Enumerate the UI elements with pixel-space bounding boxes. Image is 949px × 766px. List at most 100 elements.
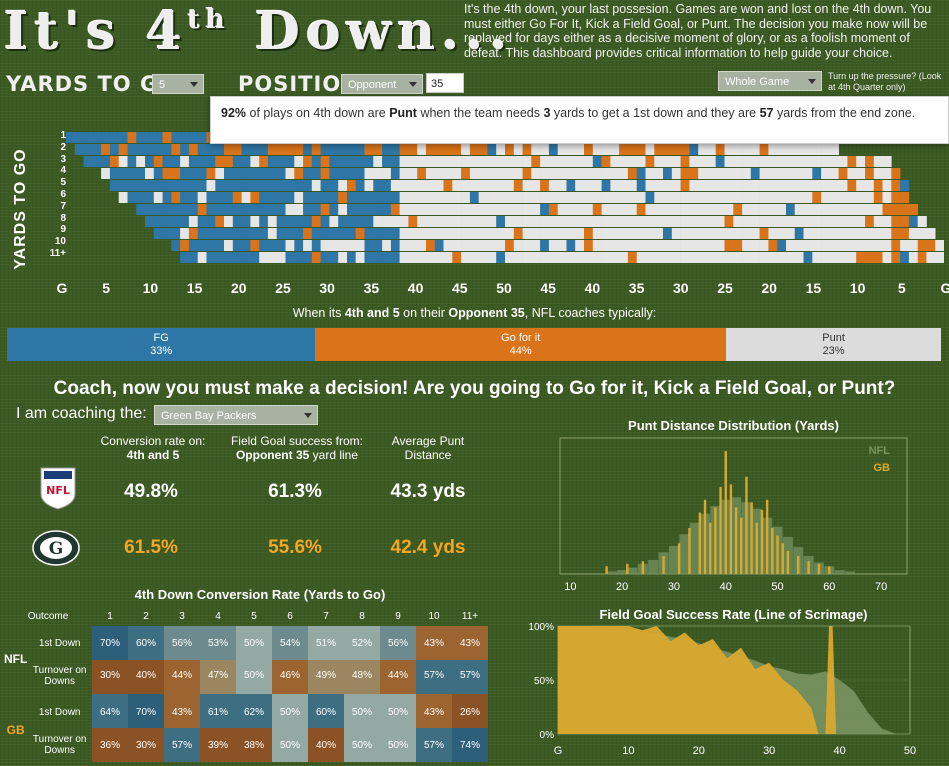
table-cell[interactable]: 56% <box>380 626 416 660</box>
heatmap-cell <box>224 168 234 179</box>
heatmap-cell <box>742 252 752 263</box>
team-select[interactable]: Green Bay Packers <box>154 405 318 425</box>
heatmap-cell <box>461 168 471 179</box>
heatmap-cell <box>215 168 225 179</box>
gb-bar <box>605 566 608 574</box>
table-cell[interactable]: 74% <box>452 728 488 762</box>
table-cell[interactable]: 26% <box>452 694 488 728</box>
table-cell[interactable]: 50% <box>236 660 272 694</box>
table-cell[interactable]: 57% <box>452 660 488 694</box>
table-cell[interactable]: 50% <box>380 728 416 762</box>
heatmap-cell <box>645 252 655 263</box>
decision-bar[interactable]: FG 33% Go for it 44% Punt 23% <box>7 328 941 361</box>
table-cell[interactable]: 43% <box>416 626 452 660</box>
heatmap-cell <box>303 204 313 215</box>
table-cell[interactable]: 56% <box>164 626 200 660</box>
table-cell[interactable]: 52% <box>344 626 380 660</box>
table-cell[interactable]: 61% <box>200 694 236 728</box>
heatmap-cell <box>671 168 681 179</box>
heatmap-cell <box>724 240 734 251</box>
heatmap-cell <box>768 204 778 215</box>
heatmap-cell <box>856 192 866 203</box>
punt-distance-chart[interactable]: 10 20 30 40 50 60 70 NFL GB <box>556 436 911 596</box>
table-cell[interactable]: 30% <box>92 660 128 694</box>
heatmap-cell <box>689 180 699 191</box>
table-cell[interactable]: 43% <box>452 626 488 660</box>
table-cell[interactable]: 64% <box>92 694 128 728</box>
table-header-cell: 4 <box>215 610 221 622</box>
table-cell[interactable]: 40% <box>128 660 164 694</box>
heatmap-cell <box>610 192 620 203</box>
heatmap-cell <box>768 156 778 167</box>
heatmap-cell <box>689 144 699 155</box>
yards-to-go-select[interactable]: 5 <box>152 74 204 94</box>
table-cell[interactable]: 51% <box>308 626 344 660</box>
heatmap-cell <box>224 192 234 203</box>
table-cell[interactable]: 44% <box>164 660 200 694</box>
heatmap-cell <box>347 252 357 263</box>
heatmap-cell <box>426 252 436 263</box>
heatmap-cell <box>742 216 752 227</box>
heatmap-cell <box>865 168 875 179</box>
heatmap-cell <box>241 204 251 215</box>
table-cell[interactable]: 53% <box>200 626 236 660</box>
table-cell[interactable]: 47% <box>200 660 236 694</box>
table-cell[interactable]: 44% <box>380 660 416 694</box>
heatmap-cell <box>109 168 119 179</box>
table-cell[interactable]: 57% <box>164 728 200 762</box>
heatmap-cell <box>171 156 181 167</box>
heatmap-cell <box>610 180 620 191</box>
table-cell[interactable]: 50% <box>236 626 272 660</box>
field-axis-tick: 25 <box>717 280 733 296</box>
table-cell[interactable]: 57% <box>416 660 452 694</box>
table-cell[interactable]: 54% <box>272 626 308 660</box>
table-cell[interactable]: 50% <box>272 694 308 728</box>
table-cell[interactable]: 60% <box>128 626 164 660</box>
heatmap-cell <box>592 228 602 239</box>
decision-segment[interactable]: FG 33% <box>7 328 316 361</box>
yard-line-input[interactable]: 35 <box>426 73 464 93</box>
heatmap-cell <box>917 228 927 239</box>
table-cell[interactable]: 50% <box>344 728 380 762</box>
table-cell[interactable]: 48% <box>344 660 380 694</box>
heatmap-cell <box>329 144 339 155</box>
gb-bar <box>786 550 790 574</box>
period-select[interactable]: Whole Game <box>718 71 822 91</box>
heatmap-cell <box>136 132 146 143</box>
decision-percent: 33% <box>150 345 173 357</box>
table-cell[interactable]: 50% <box>272 728 308 762</box>
decision-segment[interactable]: Punt 23% <box>726 328 941 361</box>
dashboard-title: It's 4th Down... <box>4 1 514 62</box>
table-cell[interactable]: 46% <box>272 660 308 694</box>
heatmap-cell <box>153 204 163 215</box>
heatmap-cell <box>873 180 883 191</box>
gb-area <box>558 626 847 734</box>
heatmap-cell <box>794 228 804 239</box>
conversion-table[interactable]: Outcome 1 2 3 4 5 6 7 8 9 10 11+ NFL 1st Down 70% 60% 56… <box>4 606 488 762</box>
table-cell[interactable]: 30% <box>128 728 164 762</box>
heatmap-cell <box>759 156 769 167</box>
table-cell[interactable]: 36% <box>92 728 128 762</box>
table-cell[interactable]: 49% <box>308 660 344 694</box>
gb-bar <box>776 535 779 574</box>
heatmap-cell <box>259 204 269 215</box>
heatmap-cell <box>426 168 436 179</box>
table-cell[interactable]: 57% <box>416 728 452 762</box>
table-cell[interactable]: 70% <box>128 694 164 728</box>
table-cell[interactable]: 39% <box>200 728 236 762</box>
position-select[interactable]: Opponent <box>341 74 423 94</box>
decision-segment[interactable]: Go for it 44% <box>315 328 727 361</box>
table-cell[interactable]: 43% <box>416 694 452 728</box>
play-call-heatmap[interactable] <box>66 130 944 273</box>
table-cell[interactable]: 43% <box>164 694 200 728</box>
table-cell[interactable]: 50% <box>344 694 380 728</box>
table-cell[interactable]: 38% <box>236 728 272 762</box>
table-cell[interactable]: 40% <box>308 728 344 762</box>
table-cell[interactable]: 50% <box>380 694 416 728</box>
heatmap-cell <box>759 204 769 215</box>
table-cell[interactable]: 70% <box>92 626 128 660</box>
heatmap-cell <box>610 216 620 227</box>
fieldgoal-success-chart[interactable]: 0% 50% 100% G 10 20 30 40 50 <box>520 622 940 762</box>
table-cell[interactable]: 62% <box>236 694 272 728</box>
table-cell[interactable]: 60% <box>308 694 344 728</box>
